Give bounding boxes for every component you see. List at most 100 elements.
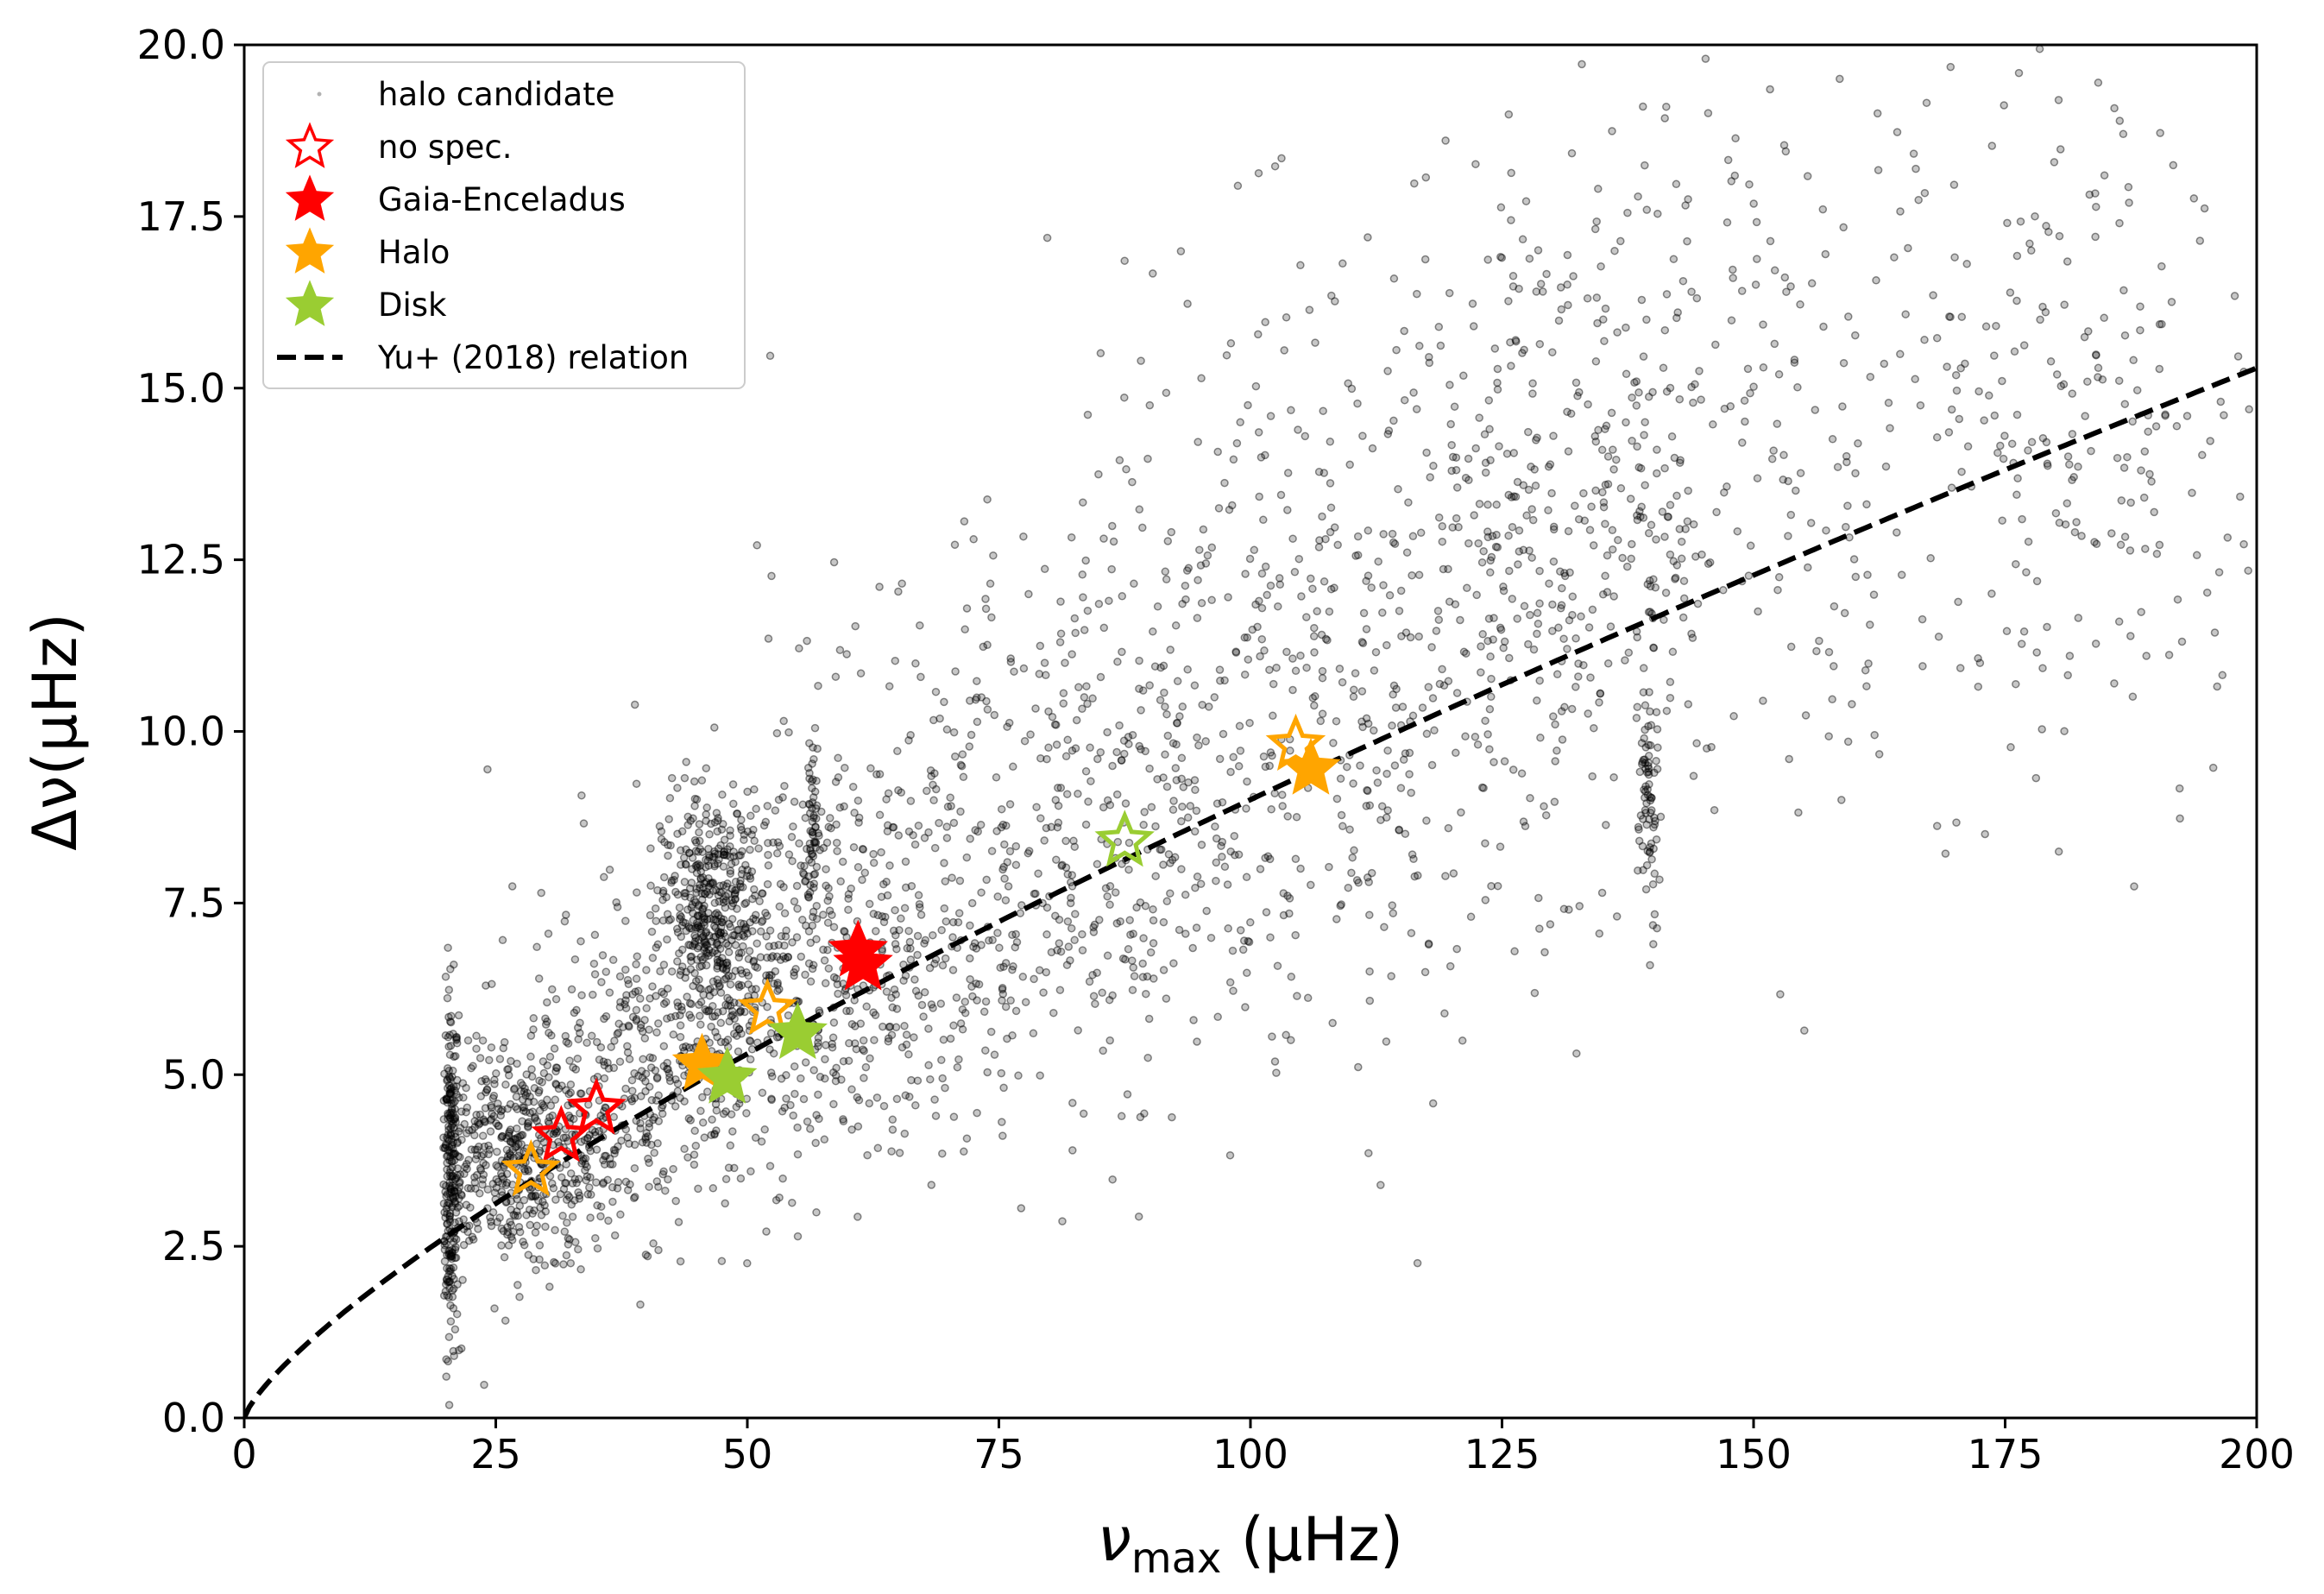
halo-candidate-point xyxy=(743,787,752,797)
halo-candidate-point xyxy=(463,1036,473,1045)
halo-candidate-point xyxy=(747,1045,757,1054)
y-tick-label: 10.0 xyxy=(137,709,225,755)
halo-candidate-point xyxy=(946,1034,955,1043)
halo-candidate-point xyxy=(667,879,676,887)
halo-candidate-point xyxy=(729,852,739,861)
halo-candidate-point xyxy=(949,1021,958,1030)
halo-candidate-point xyxy=(1332,794,1342,803)
halo-candidate-point xyxy=(1157,845,1166,854)
halo-candidate-point xyxy=(973,1108,981,1118)
halo-candidate-point xyxy=(628,990,637,999)
halo-candidate-point xyxy=(1269,679,1278,689)
halo-candidate-point xyxy=(758,889,767,898)
halo-candidate-point xyxy=(1548,600,1557,609)
halo-candidate-point xyxy=(1639,513,1648,522)
halo-candidate-point xyxy=(1261,854,1269,862)
halo-candidate-point xyxy=(548,1179,557,1188)
halo-candidate-point xyxy=(736,876,745,885)
halo-candidate-point xyxy=(1413,1258,1422,1268)
halo-candidate-point xyxy=(778,793,787,802)
halo-candidate-point xyxy=(1664,513,1672,521)
halo-candidate-point xyxy=(954,909,964,917)
halo-candidate-point xyxy=(1134,1212,1143,1221)
halo-candidate-point xyxy=(1862,682,1871,690)
halo-candidate-point xyxy=(595,1126,603,1136)
halo-candidate-point xyxy=(730,999,739,1007)
halo-candidate-point xyxy=(1601,481,1610,489)
halo-candidate-point xyxy=(914,991,923,1000)
halo-candidate-point xyxy=(1477,642,1485,651)
halo-candidate-point xyxy=(650,1149,658,1157)
halo-candidate-point xyxy=(799,1094,809,1104)
halo-candidate-point xyxy=(564,1089,573,1099)
halo-candidate-point xyxy=(1380,923,1389,931)
halo-candidate-point xyxy=(2140,447,2150,456)
halo-candidate-point xyxy=(731,967,740,975)
halo-candidate-point xyxy=(443,1209,451,1219)
halo-candidate-point xyxy=(736,883,745,892)
halo-candidate-point xyxy=(1929,291,1937,299)
halo-candidate-point xyxy=(729,799,738,809)
halo-candidate-point xyxy=(1166,646,1175,654)
halo-candidate-point xyxy=(941,1083,949,1093)
halo-candidate-point xyxy=(1679,594,1689,603)
halo-candidate-point xyxy=(828,1043,837,1052)
halo-candidate-point xyxy=(948,873,956,882)
halo-candidate-point xyxy=(480,1380,488,1389)
halo-candidate-point xyxy=(1486,556,1495,565)
halo-candidate-point xyxy=(889,926,898,936)
halo-candidate-point xyxy=(1828,695,1836,704)
halo-candidate-point xyxy=(445,1215,454,1224)
halo-candidate-point xyxy=(736,1174,746,1183)
halo-candidate-point xyxy=(775,841,784,851)
halo-candidate-point xyxy=(1589,541,1598,550)
halo-candidate-point xyxy=(538,1101,548,1110)
halo-candidate-point xyxy=(1193,438,1202,446)
halo-candidate-point xyxy=(1549,557,1559,566)
halo-candidate-point xyxy=(727,972,737,981)
halo-candidate-point xyxy=(1026,730,1035,739)
halo-candidate-point xyxy=(506,1099,515,1109)
halo-candidate-point xyxy=(565,1056,574,1065)
halo-candidate-point xyxy=(1591,486,1600,495)
halo-candidate-point xyxy=(614,1178,623,1187)
halo-candidate-point xyxy=(2027,246,2036,255)
halo-candidate-point xyxy=(1766,236,1775,246)
halo-candidate-point xyxy=(821,979,830,988)
halo-candidate-point xyxy=(484,1150,493,1159)
halo-candidate-point xyxy=(1634,836,1644,846)
halo-candidate-point xyxy=(801,877,809,886)
halo-candidate-point xyxy=(1881,462,1891,471)
halo-candidate-point xyxy=(482,1077,491,1087)
halo-candidate-point xyxy=(1648,879,1658,889)
halo-candidate-point xyxy=(702,961,711,970)
halo-candidate-point xyxy=(1920,188,1930,198)
halo-candidate-point xyxy=(806,846,815,855)
halo-candidate-point xyxy=(592,1037,601,1047)
halo-candidate-point xyxy=(1904,243,1912,253)
halo-candidate-point xyxy=(1365,910,1374,919)
halo-candidate-point xyxy=(513,1281,522,1289)
halo-candidate-point xyxy=(1575,902,1584,910)
halo-candidate-point xyxy=(1454,523,1463,532)
halo-candidate-point xyxy=(2022,568,2031,576)
halo-candidate-point xyxy=(800,861,809,871)
halo-candidate-point xyxy=(647,1095,657,1105)
halo-candidate-point xyxy=(1096,747,1105,757)
halo-candidate-point xyxy=(463,1183,473,1193)
halo-candidate-point xyxy=(954,1055,963,1064)
halo-candidate-point xyxy=(698,913,708,923)
halo-candidate-point xyxy=(450,1351,458,1360)
halo-candidate-point xyxy=(564,1234,573,1243)
halo-candidate-point xyxy=(665,794,675,803)
halo-candidate-point xyxy=(1457,808,1465,817)
halo-candidate-point xyxy=(1521,197,1531,205)
halo-candidate-point xyxy=(973,693,981,702)
halo-candidate-point xyxy=(1011,860,1021,869)
halo-candidate-point xyxy=(895,1149,904,1157)
halo-candidate-point xyxy=(671,1196,680,1206)
halo-candidate-point xyxy=(569,1063,577,1072)
halo-candidate-point xyxy=(1493,378,1502,387)
halo-candidate-point xyxy=(616,1210,625,1219)
halo-candidate-point xyxy=(722,964,731,973)
